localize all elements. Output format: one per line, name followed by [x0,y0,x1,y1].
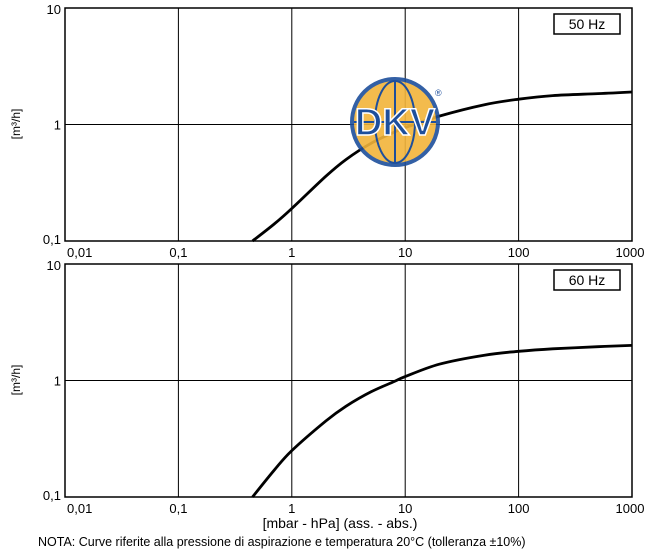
x-tick-label: 1 [288,245,295,260]
grid-lines [65,264,632,497]
series-line [251,90,633,243]
y-tick-label: 10 [47,2,61,17]
y-tick-labels: 0,1 1 10 [43,2,61,247]
footnote: NOTA: Curve riferite alla pressione di a… [38,535,526,549]
x-tick-label: 100 [508,245,530,260]
x-tick-label: 0,01 [67,245,92,260]
x-tick-label: 1 [288,501,295,516]
x-tick-labels: 0,01 0,1 1 10 100 1000 [67,245,644,260]
chart-panel-50hz: 0,1 1 10 0,01 0,1 1 10 100 1000 50 Hz [m³/h] [9,2,644,260]
x-tick-label: 1000 [616,501,645,516]
frequency-badge-label: 50 Hz [569,16,606,32]
x-tick-label: 10 [398,501,412,516]
frequency-badge: 60 Hz [553,269,621,291]
y-tick-label: 0,1 [43,232,61,247]
y-tick-label: 1 [54,118,61,133]
y-tick-labels: 0,1 1 10 [43,258,61,503]
x-tick-labels: 0,01 0,1 1 10 100 1000 [67,501,644,516]
logo-text: DKV [355,102,436,144]
dkv-logo: DKV ® [350,77,442,167]
x-axis-label: [mbar - hPa] (ass. - abs.) [263,515,418,531]
x-tick-label: 0,1 [169,245,187,260]
series-line [251,344,633,498]
logo-registered-mark: ® [435,88,442,98]
frequency-badge-label: 60 Hz [569,272,606,288]
y-tick-label: 1 [54,374,61,389]
y-axis-label: [m³/h] [9,365,23,396]
y-tick-label: 0,1 [43,488,61,503]
chart-panel-60hz: 0,1 1 10 0,01 0,1 1 10 100 1000 60 Hz [m³/h] [9,258,644,516]
x-tick-label: 10 [398,245,412,260]
grid-lines [65,8,632,241]
y-tick-label: 10 [47,258,61,273]
x-tick-label: 1000 [616,245,645,260]
frequency-badge: 50 Hz [553,13,621,35]
x-tick-label: 0,01 [67,501,92,516]
y-axis-label: [m³/h] [9,109,23,140]
x-tick-label: 100 [508,501,530,516]
x-tick-label: 0,1 [169,501,187,516]
